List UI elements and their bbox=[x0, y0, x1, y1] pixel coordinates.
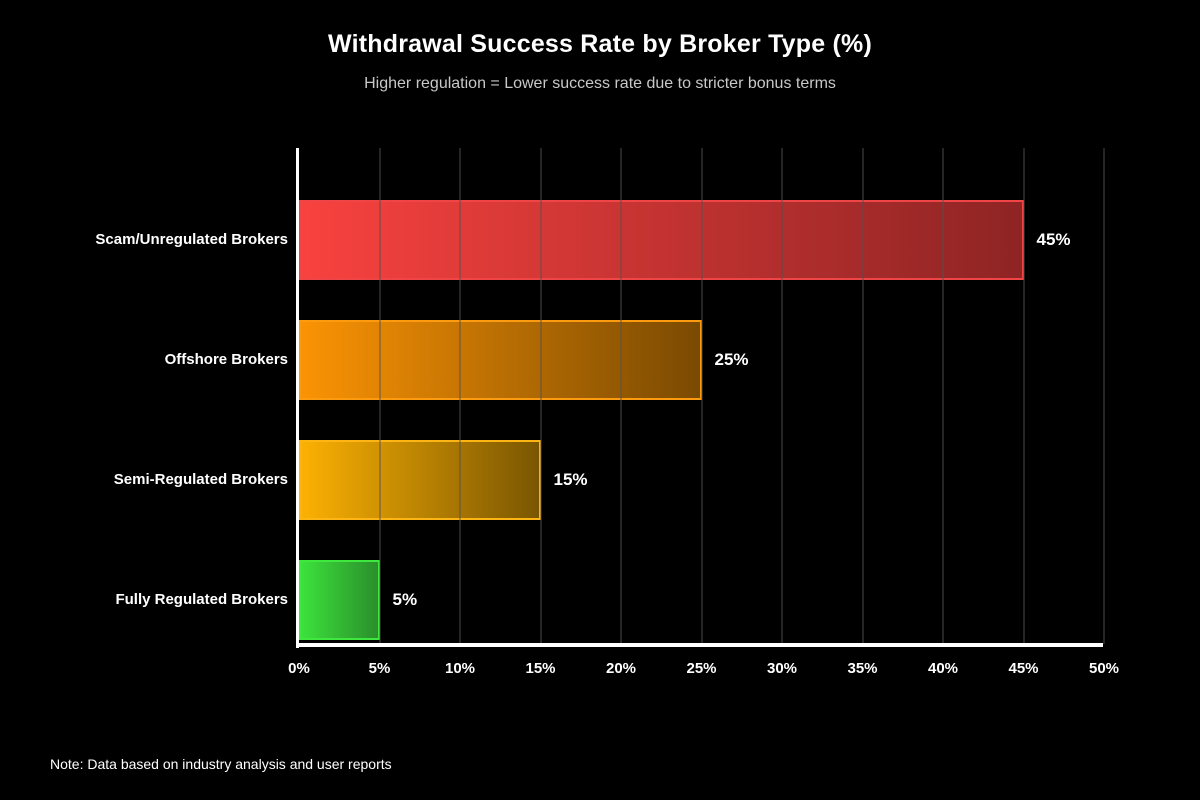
x-tick-label: 45% bbox=[1008, 660, 1039, 677]
x-tick-label: 0% bbox=[288, 660, 310, 677]
value-label: 5% bbox=[392, 590, 418, 609]
x-tick-label: 35% bbox=[847, 660, 878, 677]
value-label: 15% bbox=[553, 470, 588, 489]
x-tick-label: 30% bbox=[766, 660, 798, 677]
plot-area bbox=[296, 148, 1105, 648]
x-tick-label: 5% bbox=[368, 660, 391, 677]
gridline bbox=[459, 148, 461, 644]
y-axis-line bbox=[296, 148, 299, 648]
x-tick-label: 20% bbox=[605, 660, 637, 677]
category-label: Fully Regulated Brokers bbox=[115, 591, 288, 608]
category-label: Offshore Brokers bbox=[164, 351, 288, 368]
bar-row-fully-regulated: Fully Regulated Brokers 5% bbox=[0, 560, 1200, 640]
gridline bbox=[861, 148, 864, 644]
gridline bbox=[942, 148, 944, 644]
category-label: Scam/Unregulated Brokers bbox=[95, 231, 288, 248]
value-label: 45% bbox=[1036, 230, 1071, 249]
gridline bbox=[539, 148, 542, 644]
bar-fully-regulated bbox=[299, 560, 380, 640]
bar-scam-unregulated bbox=[299, 200, 1024, 280]
value-label: 25% bbox=[714, 350, 749, 369]
category-label: Semi-Regulated Brokers bbox=[113, 471, 288, 488]
x-tick-label: 10% bbox=[444, 660, 476, 677]
bar-row-offshore: Offshore Brokers 25% bbox=[0, 320, 1200, 400]
chart-title: Withdrawal Success Rate by Broker Type (… bbox=[328, 30, 872, 58]
note-text: Note: Data based on industry analysis an… bbox=[50, 756, 392, 772]
gridline bbox=[378, 148, 381, 644]
gridline bbox=[700, 148, 703, 644]
gridline bbox=[1103, 148, 1105, 644]
gridline bbox=[781, 148, 783, 644]
bar-row-semi-regulated: Semi-Regulated Brokers 15% bbox=[0, 440, 1200, 520]
x-tick-label: 15% bbox=[525, 660, 556, 677]
bar-row-scam-unregulated: Scam/Unregulated Brokers 45% bbox=[0, 200, 1200, 280]
x-axis-line bbox=[296, 643, 1103, 647]
x-tick-label: 50% bbox=[1088, 660, 1120, 677]
x-tick-label: 40% bbox=[927, 660, 959, 677]
gridline bbox=[1022, 148, 1025, 644]
x-tick-label: 25% bbox=[686, 660, 717, 677]
bar-offshore bbox=[299, 320, 702, 400]
bar-semi-regulated bbox=[299, 440, 541, 520]
gridline bbox=[620, 148, 622, 644]
chart-subtitle: Higher regulation = Lower success rate d… bbox=[364, 75, 836, 92]
